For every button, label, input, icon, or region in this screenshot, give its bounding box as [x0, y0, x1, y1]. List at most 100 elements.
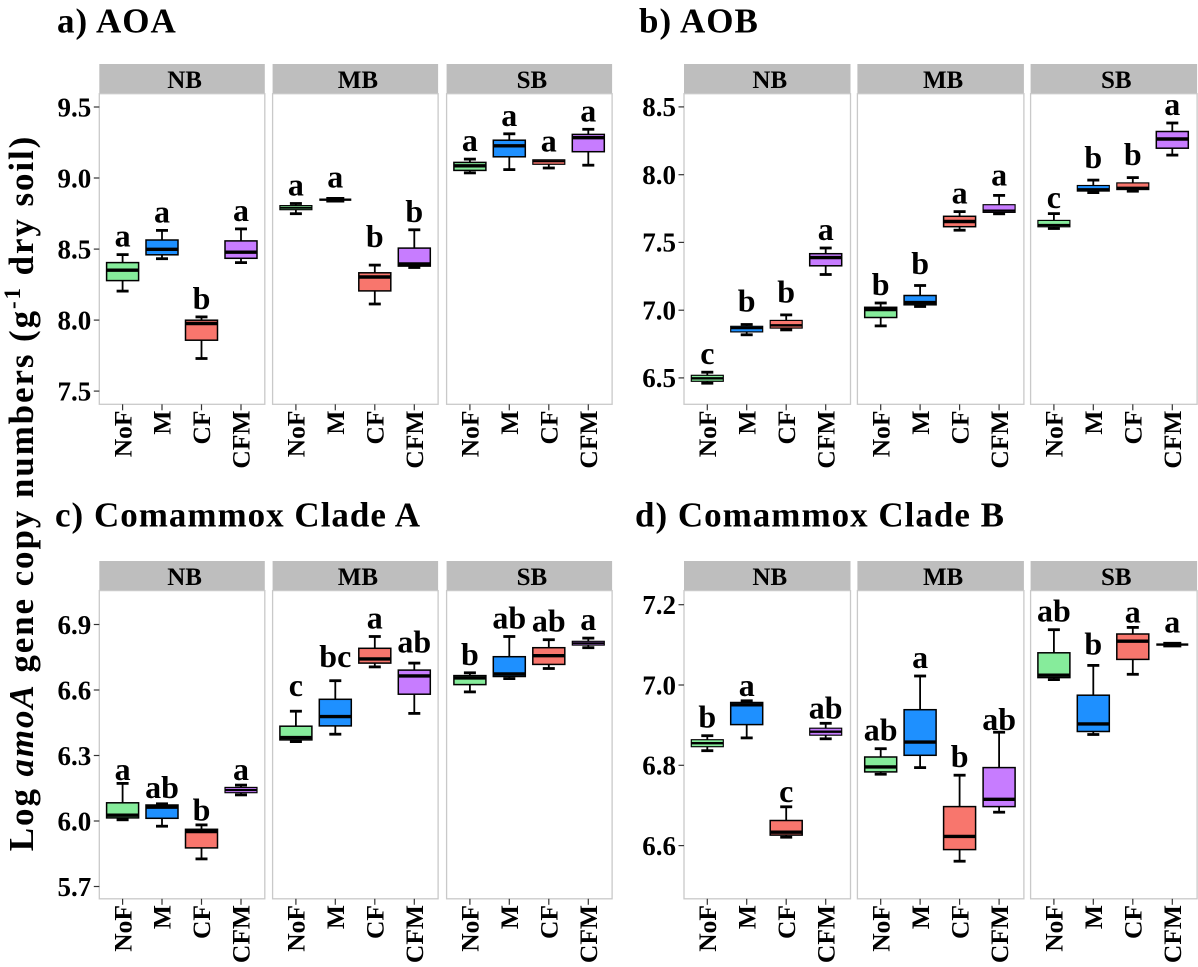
svg-text:CF: CF [361, 411, 390, 445]
svg-text:6.5: 6.5 [642, 363, 676, 393]
svg-text:a: a [739, 667, 755, 703]
svg-text:8.5: 8.5 [58, 234, 92, 264]
svg-text:a: a [952, 175, 968, 211]
svg-text:M: M [732, 905, 761, 929]
svg-text:8.0: 8.0 [58, 305, 92, 335]
svg-text:b: b [1124, 136, 1142, 172]
svg-text:b: b [193, 280, 211, 316]
svg-text:a: a [991, 156, 1007, 192]
svg-text:b: b [405, 193, 423, 229]
svg-text:a: a [1164, 86, 1180, 122]
svg-text:6.6: 6.6 [58, 675, 92, 705]
svg-text:6.6: 6.6 [642, 831, 676, 861]
svg-text:SB: SB [1101, 564, 1132, 591]
svg-text:M: M [1079, 411, 1108, 435]
svg-text:8.0: 8.0 [642, 160, 676, 190]
svg-text:CFM: CFM [574, 411, 603, 469]
svg-text:b: b [911, 245, 929, 281]
svg-text:a: a [233, 192, 249, 228]
svg-text:NoF: NoF [693, 905, 722, 952]
svg-text:7.5: 7.5 [642, 228, 676, 258]
svg-text:NoF: NoF [1040, 905, 1069, 952]
svg-text:b: b [193, 792, 211, 828]
svg-text:NoF: NoF [282, 905, 311, 952]
svg-text:ab: ab [864, 712, 898, 748]
svg-text:M: M [321, 411, 350, 435]
svg-text:CFM: CFM [227, 905, 256, 963]
svg-text:M: M [321, 905, 350, 929]
svg-text:6.9: 6.9 [58, 610, 92, 640]
svg-text:b: b [872, 266, 890, 302]
svg-text:a: a [541, 123, 557, 159]
svg-text:ab: ab [532, 603, 566, 639]
svg-text:CFM: CFM [985, 905, 1014, 963]
svg-text:NoF: NoF [693, 411, 722, 458]
svg-text:a: a [115, 751, 131, 787]
svg-text:M: M [495, 905, 524, 929]
svg-text:a: a [1125, 594, 1141, 630]
svg-text:M: M [495, 411, 524, 435]
svg-text:CFM: CFM [1158, 411, 1187, 469]
svg-text:NB: NB [752, 564, 787, 591]
svg-text:a: a [288, 167, 304, 203]
svg-text:a: a [818, 211, 834, 247]
svg-text:CFM: CFM [400, 905, 429, 963]
svg-text:a: a [580, 92, 596, 128]
svg-text:CF: CF [1119, 905, 1148, 939]
svg-text:CF: CF [535, 905, 564, 939]
svg-text:a: a [1164, 604, 1180, 640]
svg-text:NoF: NoF [866, 905, 895, 952]
svg-text:a: a [115, 218, 131, 254]
svg-text:7.0: 7.0 [642, 296, 676, 326]
svg-text:9.5: 9.5 [58, 92, 92, 122]
svg-text:NoF: NoF [456, 905, 485, 952]
svg-text:a: a [327, 159, 343, 195]
svg-text:ab: ab [145, 769, 179, 805]
svg-text:ab: ab [982, 701, 1016, 737]
svg-text:7.0: 7.0 [642, 670, 676, 700]
svg-text:c: c [1047, 179, 1061, 215]
svg-text:bc: bc [319, 638, 351, 674]
svg-text:a: a [367, 600, 383, 636]
svg-text:MB: MB [923, 67, 963, 94]
svg-text:b: b [777, 274, 795, 310]
svg-text:a: a [912, 639, 928, 675]
svg-text:a: a [233, 751, 249, 787]
svg-text:6.8: 6.8 [642, 751, 676, 781]
svg-text:NoF: NoF [108, 411, 137, 458]
svg-text:MB: MB [923, 564, 963, 591]
svg-text:CF: CF [361, 905, 390, 939]
svg-text:ab: ab [397, 624, 431, 660]
svg-text:MB: MB [338, 67, 378, 94]
svg-text:M: M [732, 411, 761, 435]
svg-text:CFM: CFM [400, 411, 429, 469]
svg-text:CF: CF [535, 411, 564, 445]
svg-text:NoF: NoF [282, 411, 311, 458]
svg-text:NB: NB [752, 67, 787, 94]
svg-text:c: c [779, 773, 793, 809]
svg-text:NoF: NoF [1040, 411, 1069, 458]
svg-text:CF: CF [187, 411, 216, 445]
svg-text:CFM: CFM [227, 411, 256, 469]
svg-text:9.0: 9.0 [58, 163, 92, 193]
svg-text:a: a [154, 193, 170, 229]
svg-text:SB: SB [1101, 67, 1132, 94]
svg-text:CFM: CFM [811, 411, 840, 469]
svg-text:d) Comammox Clade B: d) Comammox Clade B [635, 496, 1005, 535]
svg-text:NoF: NoF [108, 905, 137, 952]
svg-text:b: b [461, 636, 479, 672]
svg-text:8.5: 8.5 [642, 92, 676, 122]
svg-text:ab: ab [492, 600, 526, 636]
svg-text:7.5: 7.5 [58, 376, 92, 406]
svg-text:M: M [148, 411, 177, 435]
svg-text:M: M [906, 905, 935, 929]
svg-text:CF: CF [1119, 411, 1148, 445]
svg-text:M: M [1079, 905, 1108, 929]
svg-text:CFM: CFM [811, 905, 840, 963]
svg-text:c: c [289, 667, 303, 703]
svg-text:CF: CF [945, 411, 974, 445]
svg-text:Log amoA gene copy numbers (g-: Log amoA gene copy numbers (g-1 dry soil… [0, 135, 41, 851]
svg-text:ab: ab [809, 690, 843, 726]
svg-text:c: c [700, 335, 714, 371]
svg-text:ab: ab [1037, 593, 1071, 629]
